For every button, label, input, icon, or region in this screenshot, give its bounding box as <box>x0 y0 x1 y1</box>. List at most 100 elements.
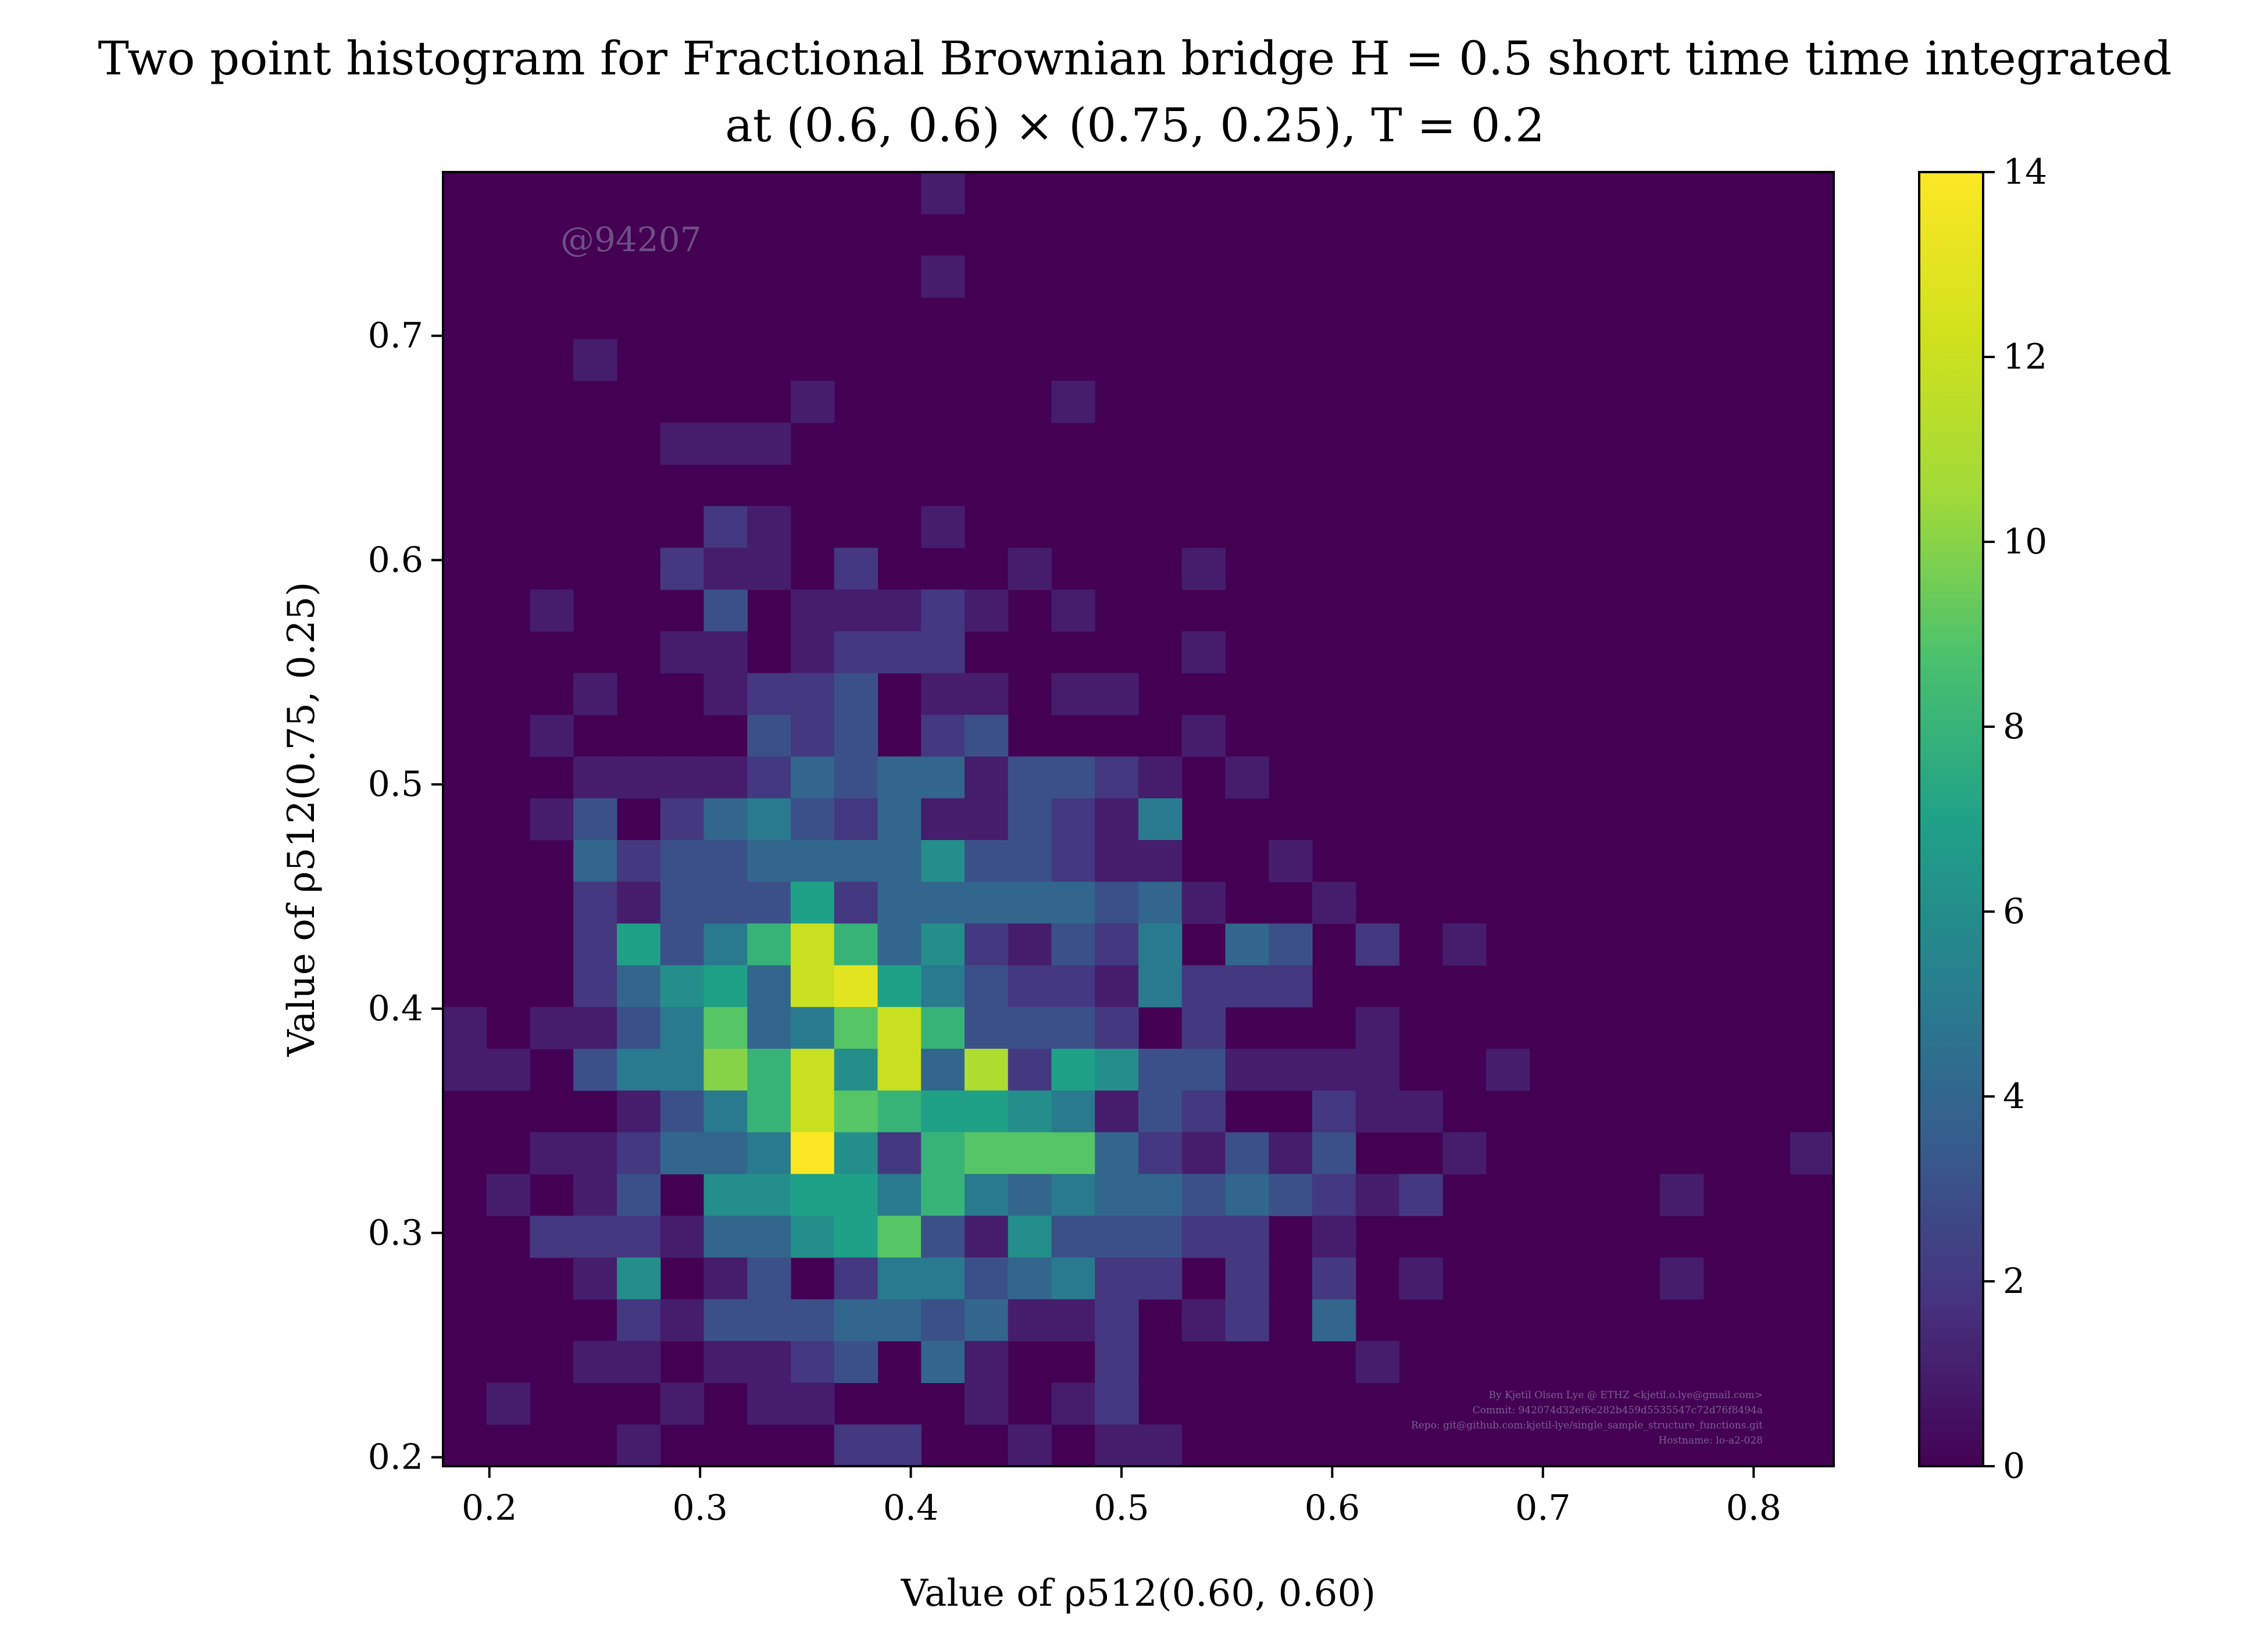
histogram-cell <box>877 1257 922 1300</box>
histogram-cell <box>703 1299 748 1342</box>
histogram-cell <box>573 339 617 381</box>
histogram-cell <box>703 798 748 841</box>
histogram-cell <box>1051 923 1095 966</box>
histogram-cell <box>1181 548 1226 590</box>
histogram-cell <box>1312 881 1356 924</box>
histogram-cell <box>791 923 835 966</box>
x-axis-label: Value of ρ512(0.60, 0.60) <box>901 1572 1376 1615</box>
histogram-cell <box>703 923 748 966</box>
histogram-cell <box>1095 1132 1139 1174</box>
histogram-cell <box>660 881 705 924</box>
histogram-cell <box>834 714 878 757</box>
histogram-cell <box>1790 1132 1834 1174</box>
histogram-cell <box>965 1132 1009 1174</box>
info-block: By Kjetil Olsen Lye @ ETHZ <kjetil.o.lye… <box>1411 1389 1763 1446</box>
y-tick-label: 0.5 <box>368 764 423 805</box>
histogram-cell <box>1008 881 1052 924</box>
histogram-cell <box>877 756 922 799</box>
histogram-cell <box>1269 923 1313 966</box>
histogram-cell <box>1138 965 1183 1008</box>
histogram-cell <box>443 1007 487 1049</box>
histogram-cell <box>877 923 922 966</box>
histogram-cell <box>877 631 922 674</box>
histogram-cell <box>965 714 1009 757</box>
histogram-cell <box>617 923 661 966</box>
histogram-cell <box>834 881 878 924</box>
histogram-cell <box>1008 1216 1052 1258</box>
histogram-cell <box>1051 1174 1095 1216</box>
histogram-cell <box>1051 1257 1095 1300</box>
histogram-cell <box>617 965 661 1008</box>
histogram-cell <box>877 1174 922 1216</box>
histogram-cell <box>1181 1048 1226 1091</box>
histogram-cell <box>921 1007 965 1049</box>
histogram-cell <box>1225 923 1269 966</box>
histogram-cell <box>443 1048 487 1091</box>
histogram-cell <box>791 1341 835 1383</box>
histogram-cell <box>573 1216 617 1258</box>
histogram-cell <box>1399 1257 1443 1300</box>
histogram-cell <box>1095 881 1139 924</box>
histogram-cell <box>1181 1007 1226 1049</box>
histogram-cell <box>1138 1216 1183 1258</box>
histogram-cell <box>834 673 878 716</box>
histogram-cell <box>1095 1424 1139 1467</box>
histogram-cell <box>1095 1382 1139 1425</box>
histogram-cell <box>1008 1299 1052 1342</box>
histogram-cell <box>965 673 1009 716</box>
histogram-cell <box>747 1216 791 1258</box>
histogram-cell <box>1051 1132 1095 1174</box>
histogram-cell <box>573 1257 617 1300</box>
histogram-cell <box>791 1382 835 1425</box>
histogram-cell <box>1312 1299 1356 1342</box>
histogram-cell <box>1355 1174 1400 1216</box>
histogram-cell <box>1355 1048 1400 1091</box>
histogram-cell <box>573 923 617 966</box>
histogram-cell <box>660 1090 705 1133</box>
histogram-cell <box>617 1007 661 1049</box>
y-tick-label: 0.6 <box>368 540 423 580</box>
histogram-cell <box>834 1341 878 1383</box>
histogram-cell <box>791 756 835 799</box>
histogram-cell <box>1269 1174 1313 1216</box>
histogram-cell <box>617 1090 661 1133</box>
histogram-cell <box>791 1216 835 1258</box>
x-tick-label: 0.4 <box>883 1488 938 1528</box>
histogram-cell <box>877 590 922 632</box>
histogram-cell <box>921 1216 965 1258</box>
histogram-cell <box>834 756 878 799</box>
info-line-repo: Repo: git@github.com:kjetil-lye/single_s… <box>1411 1420 1763 1431</box>
histogram-cell <box>1312 1090 1356 1133</box>
histogram-cell <box>573 839 617 883</box>
histogram-cell <box>1225 1216 1269 1258</box>
histogram-cell <box>1008 1257 1052 1300</box>
histogram-cell <box>617 756 661 799</box>
colorbar-ticks: 0 2 4 6 8 10 12 14 <box>1983 152 2047 1487</box>
histogram-cell <box>965 923 1009 966</box>
histogram-cell <box>486 1382 531 1425</box>
histogram-cell <box>573 1007 617 1049</box>
histogram-cell <box>834 548 878 590</box>
histogram-cell <box>791 631 835 674</box>
histogram-cell <box>573 673 617 716</box>
histogram-cell <box>1051 673 1095 716</box>
histogram-cell <box>1660 1174 1704 1216</box>
histogram-cell <box>703 965 748 1008</box>
histogram-cell <box>660 839 705 883</box>
histogram-cell <box>834 1424 878 1467</box>
histogram-cell <box>921 756 965 799</box>
histogram-cell <box>1008 548 1052 590</box>
histogram-cell <box>1051 798 1095 841</box>
chart-title-line-1: Two point histogram for Fractional Brown… <box>98 31 2171 85</box>
histogram-cell <box>617 1132 661 1174</box>
histogram-cell <box>877 798 922 841</box>
histogram-cell <box>703 1216 748 1258</box>
histogram-cell <box>834 923 878 966</box>
histogram-cell <box>1051 1299 1095 1342</box>
histogram-cell <box>1095 1299 1139 1342</box>
colorbar <box>1918 171 1984 1467</box>
histogram-cell <box>834 1132 878 1174</box>
histogram-cell <box>1095 673 1139 716</box>
histogram-cell <box>1269 1048 1313 1091</box>
histogram-cell <box>703 506 748 548</box>
